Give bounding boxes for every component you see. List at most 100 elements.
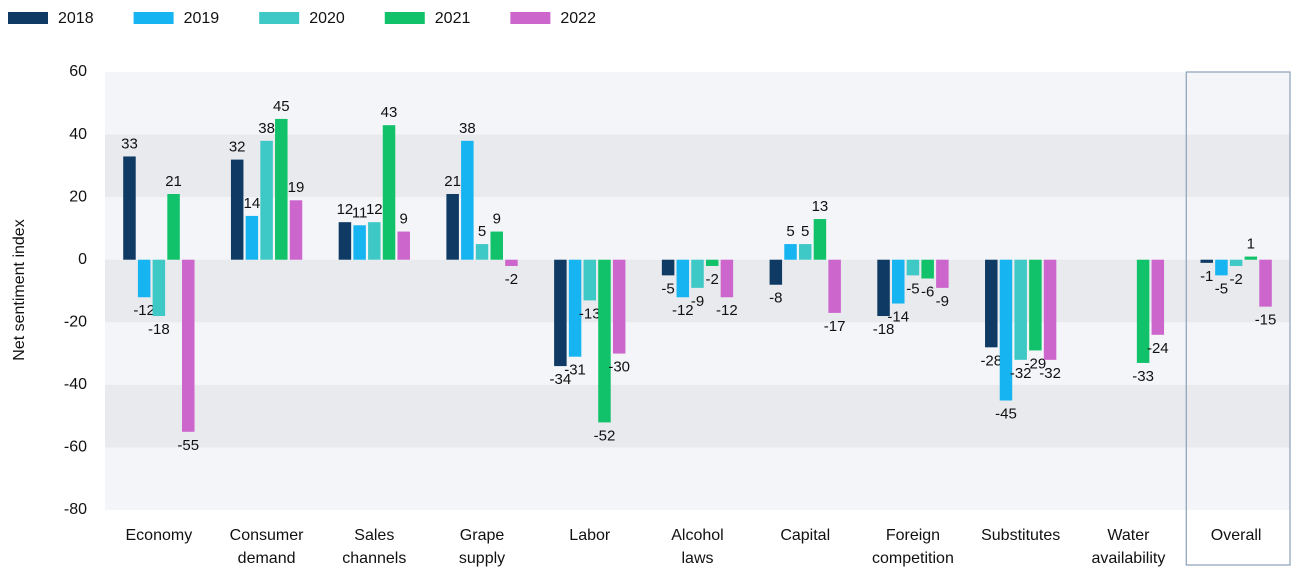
bar (289, 200, 303, 260)
value-label: -15 (1255, 312, 1277, 329)
bar (338, 222, 352, 260)
x-tick-label-line: Overall (1211, 527, 1262, 544)
bar (368, 222, 381, 260)
value-label: -9 (936, 293, 949, 310)
x-tick-label: Grape supply (459, 527, 505, 567)
value-label: -5 (661, 280, 674, 297)
x-tick-label-line: channels (342, 550, 406, 567)
bar (828, 259, 841, 313)
bar (245, 215, 259, 260)
bar (167, 194, 180, 260)
value-label: -28 (980, 352, 1002, 369)
x-tick-label-line: demand (238, 550, 296, 567)
y-tick-label: 0 (78, 251, 87, 268)
bar (275, 118, 288, 260)
bar (554, 259, 567, 367)
value-label: -18 (148, 321, 170, 338)
x-tick-label-line: Water (1107, 527, 1150, 544)
highlight-box (1185, 71, 1291, 566)
value-label: -2 (505, 271, 518, 288)
x-tick-label: Overall (1211, 527, 1262, 544)
legend-swatch (510, 12, 551, 24)
y-tick-label: 60 (69, 63, 87, 80)
legend-swatch (8, 12, 48, 24)
bar (676, 259, 690, 298)
value-label: -24 (1147, 340, 1169, 357)
bar (137, 259, 151, 298)
x-tick-label-line: competition (872, 550, 954, 567)
grid-band (105, 384, 1290, 448)
value-label: 5 (786, 223, 794, 240)
value-label: 5 (478, 223, 486, 240)
x-tick-label: Labor (569, 527, 611, 544)
value-label: -12 (716, 302, 738, 319)
bar (892, 259, 905, 304)
y-tick-label: 40 (69, 126, 87, 143)
bar (182, 259, 195, 432)
x-tick-label: Consumer demand (230, 527, 304, 567)
bar (813, 219, 827, 260)
bar (230, 159, 244, 260)
value-label: -5 (1215, 280, 1228, 297)
value-label: 11 (352, 204, 368, 221)
value-label: -8 (769, 290, 782, 307)
bar (1043, 259, 1057, 360)
bar (1215, 259, 1228, 276)
x-tick-label: Substitutes (981, 527, 1060, 544)
value-label: 38 (459, 120, 476, 137)
bar (583, 259, 597, 301)
value-label: 12 (366, 201, 383, 218)
bar (446, 194, 459, 260)
value-label: -45 (995, 405, 1017, 422)
value-label: -14 (887, 308, 909, 325)
y-tick-label: -20 (64, 314, 87, 331)
bar (1151, 259, 1165, 335)
bar (999, 259, 1013, 401)
x-tick-label-line: laws (681, 550, 713, 567)
value-label: 43 (381, 104, 398, 121)
y-tick-label: -80 (64, 501, 87, 518)
bar (475, 244, 489, 260)
value-label: -2 (706, 271, 719, 288)
bar (353, 225, 366, 260)
value-label: 32 (229, 139, 246, 156)
bar (1014, 259, 1027, 360)
value-label: 38 (258, 120, 275, 137)
value-label: -12 (672, 302, 694, 319)
value-label: -5 (906, 280, 919, 297)
bar (661, 259, 675, 276)
value-label: 9 (400, 211, 408, 228)
value-label: -29 (1025, 355, 1047, 372)
bar (798, 244, 812, 260)
value-label: -52 (594, 427, 616, 444)
value-label: -18 (873, 321, 895, 338)
x-tick-label-line: availability (1092, 550, 1166, 567)
legend-swatch (384, 12, 425, 24)
bar (260, 140, 273, 260)
bar (505, 259, 518, 266)
value-label: -6 (921, 283, 934, 300)
bar (784, 244, 797, 260)
bar (1200, 259, 1213, 263)
legend-label: 2019 (184, 10, 220, 27)
value-label: -31 (564, 362, 586, 379)
value-label: -17 (824, 318, 846, 335)
bar (612, 259, 626, 354)
value-label: -32 (1010, 365, 1032, 382)
value-label: -9 (691, 293, 704, 310)
bar (1136, 259, 1150, 363)
bar (1259, 259, 1272, 307)
y-axis-label: Net sentiment index (11, 219, 28, 360)
bar (382, 125, 396, 260)
value-label: 19 (288, 179, 305, 196)
legend-swatch (133, 12, 174, 24)
bar (568, 259, 582, 357)
legend-label: 2018 (58, 10, 94, 27)
value-label: -30 (608, 359, 630, 376)
bar (1244, 256, 1258, 260)
y-tick-label: 20 (69, 188, 87, 205)
bar (877, 259, 890, 317)
bar (123, 156, 136, 260)
value-label: 1 (1247, 236, 1255, 253)
value-label: 12 (337, 201, 354, 218)
